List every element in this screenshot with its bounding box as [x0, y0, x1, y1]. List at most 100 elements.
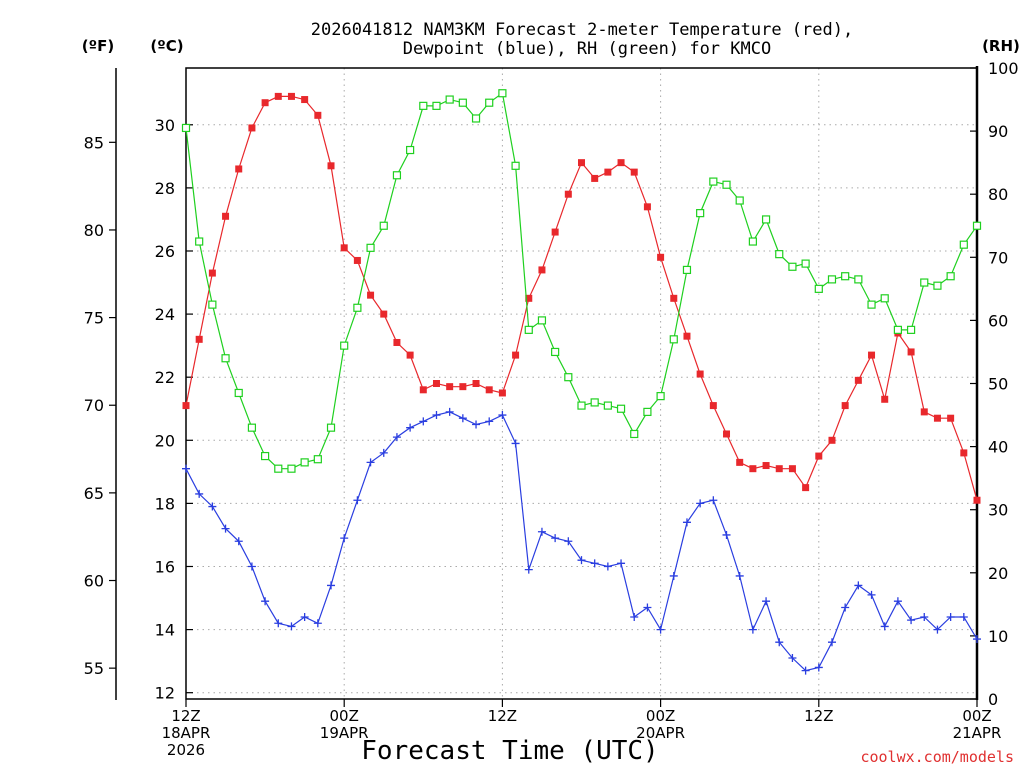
rh-point: [379, 221, 388, 230]
dewpoint-point: [709, 496, 718, 505]
celsius-tick-label: 30: [155, 116, 175, 135]
temperature-point: [736, 458, 744, 466]
dewpoint-point: [511, 439, 520, 448]
dewpoint-point: [735, 571, 744, 580]
temperature-point: [419, 386, 427, 394]
rh-tick-label: 70: [988, 248, 1008, 267]
fahrenheit-unit-label: (ºF): [82, 37, 114, 55]
temperature-point: [261, 99, 269, 107]
temperature-point: [208, 269, 216, 277]
rh-point: [933, 281, 942, 290]
temperature-point: [709, 402, 717, 410]
celsius-tick-label: 20: [155, 431, 175, 450]
temperature-point: [749, 465, 757, 473]
dewpoint-point: [748, 625, 757, 634]
dewpoint-point: [195, 489, 204, 498]
dewpoint-point: [564, 537, 573, 546]
rh-point: [485, 98, 494, 107]
temperature-point: [432, 380, 440, 387]
temperature-point: [301, 96, 309, 104]
temperature-point: [630, 168, 638, 176]
time-tick-label: 18APR: [162, 724, 211, 742]
fahrenheit-tick-label: 60: [84, 572, 104, 591]
temperature-point: [485, 386, 493, 394]
dewpoint-point: [867, 590, 876, 599]
rh-tick-label: 100: [988, 59, 1019, 78]
rh-point: [511, 161, 520, 170]
rh-point: [946, 272, 955, 281]
credit-label: coolwx.com/models: [860, 748, 1014, 766]
series-dewpoint: [182, 407, 981, 675]
temperature-point: [854, 376, 862, 384]
temperature-point: [775, 465, 783, 473]
rh-tick-label: 20: [988, 564, 1008, 583]
rh-point: [274, 464, 283, 473]
temperature-point: [617, 159, 625, 167]
rh-point: [458, 98, 467, 107]
rh-point: [564, 373, 573, 382]
temperature-point: [933, 414, 941, 422]
temperature-point: [525, 294, 533, 302]
dewpoint-point: [432, 411, 441, 420]
rh-point: [814, 284, 823, 293]
rh-point: [313, 455, 322, 464]
rh-point: [801, 259, 810, 268]
fahrenheit-axis-ticks: 55 60 65 70 75 80 85: [84, 133, 116, 678]
fahrenheit-tick-label: 65: [84, 484, 104, 503]
temperature-point: [960, 449, 968, 457]
chart-title-line1: 2026041812 NAM3KM Forecast 2-meter Tempe…: [311, 20, 853, 40]
rh-point: [551, 347, 560, 357]
rh-tick-label: 50: [988, 375, 1008, 394]
dewpoint-point: [946, 612, 955, 621]
rh-point: [682, 265, 692, 275]
celsius-axis-ticks: 12 14 16 18 20 22 24 26 28 30: [155, 116, 193, 703]
temperature-point: [947, 414, 955, 422]
chart-title-line2: Dewpoint (blue), RH (green) for KMCO: [403, 39, 771, 59]
dewpoint-point: [221, 524, 230, 533]
dewpoint-point: [827, 638, 836, 647]
rh-point: [906, 325, 916, 334]
rh-point: [748, 237, 757, 246]
rh-point: [287, 464, 296, 473]
temperature-point: [762, 462, 770, 470]
x-axis-title: Forecast Time (UTC): [361, 736, 658, 766]
series-layer: [181, 89, 982, 675]
dewpoint-point: [340, 534, 349, 543]
temperature-point: [512, 351, 520, 359]
temperature-point: [393, 338, 401, 346]
rh-point: [603, 401, 612, 410]
temperature-point: [287, 92, 295, 100]
dewpoint-point: [313, 619, 322, 628]
dewpoint-point: [524, 565, 533, 574]
rh-point: [735, 196, 744, 205]
fahrenheit-tick-label: 55: [84, 659, 104, 678]
dewpoint-point: [392, 433, 401, 442]
rh-point: [841, 272, 850, 281]
time-tick-label: 00Z: [962, 707, 991, 725]
rh-unit-label: (RH): [982, 37, 1020, 55]
dewpoint-point: [762, 597, 771, 606]
celsius-tick-label: 28: [155, 179, 175, 198]
dewpoint-point: [274, 619, 283, 628]
celsius-tick-label: 16: [155, 557, 175, 576]
dewpoint-point: [419, 417, 428, 426]
dewpoint-point: [893, 597, 902, 606]
fahrenheit-tick-label: 70: [84, 396, 104, 415]
dewpoint-point: [788, 653, 797, 662]
dewpoint-point: [643, 603, 652, 612]
temperature-point: [881, 395, 889, 403]
rh-point: [195, 237, 204, 246]
celsius-tick-label: 12: [155, 684, 175, 703]
rh-point: [471, 114, 481, 123]
temperature-point: [670, 294, 678, 302]
rh-point: [788, 262, 797, 271]
temperature-point: [643, 203, 651, 211]
dewpoint-point: [366, 458, 375, 467]
rh-point: [326, 423, 336, 432]
dewpoint-point: [841, 603, 850, 612]
rh-point: [854, 275, 863, 284]
dewpoint-point: [920, 612, 929, 621]
rh-point: [208, 300, 217, 309]
dewpoint-point: [247, 562, 256, 571]
